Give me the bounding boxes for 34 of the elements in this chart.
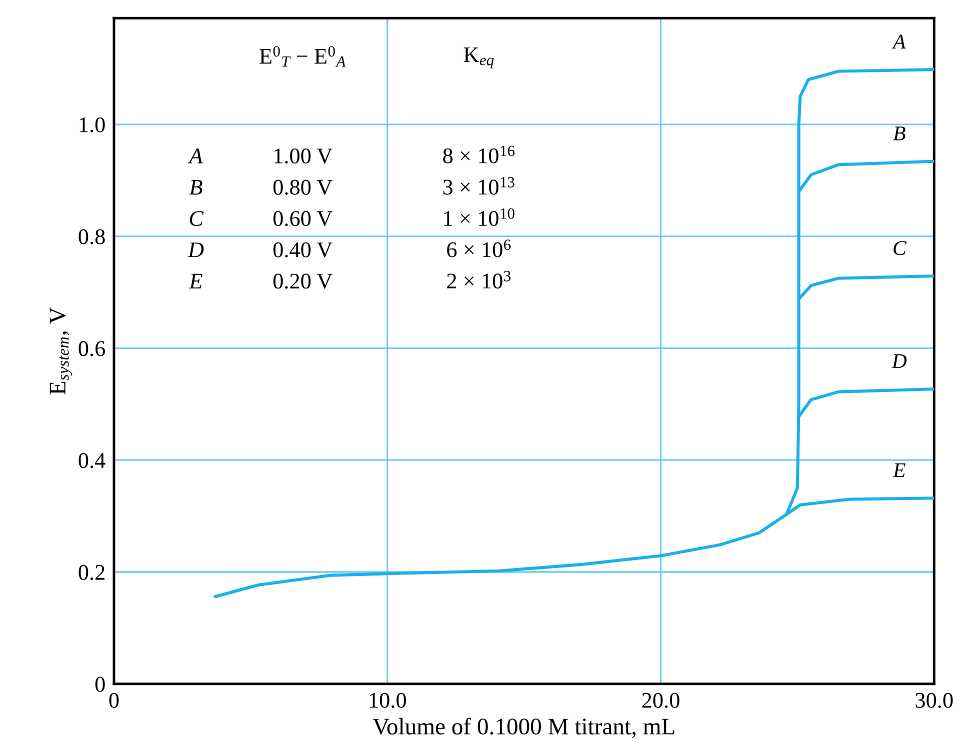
annotation: C bbox=[190, 211, 204, 226]
annotation: E bbox=[188, 274, 202, 288]
annotation: 8 × 10$^{16}$ bbox=[443, 146, 515, 164]
annotation: B bbox=[189, 180, 202, 195]
x-tick-label: 30.0 bbox=[916, 692, 953, 708]
series-label: C bbox=[894, 241, 907, 256]
y-tick-label: 0.4 bbox=[78, 453, 106, 468]
series-label: D bbox=[892, 354, 907, 368]
annotation: D bbox=[188, 242, 204, 258]
annotation: 0.40 V bbox=[273, 242, 332, 258]
series-label: E bbox=[892, 463, 906, 478]
series-label: A bbox=[892, 34, 906, 48]
annotation: 1 × 10$^{10}$ bbox=[444, 208, 514, 226]
y-tick-label: 0 bbox=[95, 676, 105, 692]
x-axis-title: Volume of 0.1000 M titrant, mL bbox=[372, 718, 674, 738]
annotation: 0.80 V bbox=[273, 180, 332, 195]
annotation: 2 × 10$^{3}$ bbox=[447, 270, 510, 289]
annotation: 1.00 V bbox=[274, 148, 332, 164]
annotation: 0.60 V bbox=[273, 211, 332, 226]
x-tick-label: 10.0 bbox=[370, 692, 406, 708]
annotation: K$_{eq}$ bbox=[464, 47, 494, 68]
x-tick-label: 20.0 bbox=[642, 692, 680, 708]
annotation: 0.20 V bbox=[273, 274, 332, 289]
series-label: B bbox=[893, 126, 906, 140]
y-tick-label: 0.6 bbox=[78, 341, 105, 356]
annotation: A bbox=[188, 148, 203, 164]
y-axis-title: E$_{system}$, V bbox=[50, 307, 72, 394]
y-tick-label: 0.2 bbox=[78, 564, 104, 580]
annotation: 6 × 10$^{6}$ bbox=[447, 240, 511, 258]
y-tick-label: 0.8 bbox=[78, 229, 105, 244]
annotation: E$^{0}$$_{T}$ − E$^{0}$$_{A}$ bbox=[260, 46, 346, 67]
annotation: 3 × 10$^{13}$ bbox=[443, 176, 514, 195]
y-tick-label: 1.0 bbox=[80, 117, 105, 132]
x-tick-label: 0 bbox=[109, 692, 119, 708]
